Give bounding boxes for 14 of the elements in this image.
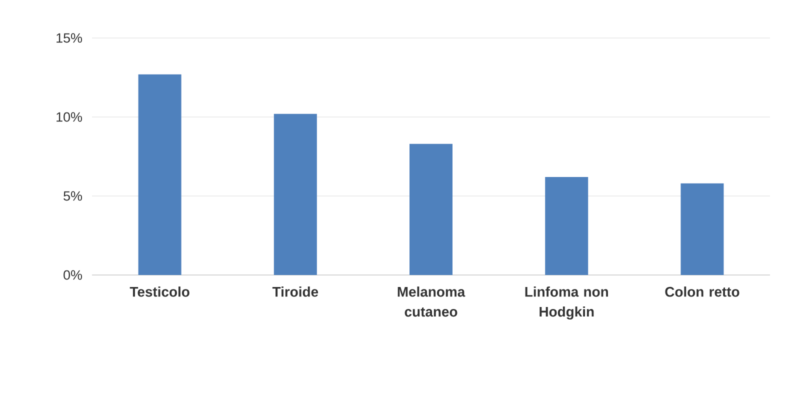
y-tick-label: 15% xyxy=(56,33,82,43)
x-tick-label: Linfoma non Hodgkin xyxy=(525,286,608,320)
x-tick-label: Tiroide xyxy=(272,286,318,297)
x-tick-label: Melanoma cutaneo xyxy=(398,286,466,317)
x-tick-label: Colon retto xyxy=(665,286,740,297)
y-tick-label: 5% xyxy=(64,191,82,201)
y-tick-label: 0% xyxy=(64,270,82,280)
bar xyxy=(274,114,317,275)
x-tick-label: Testicolo xyxy=(130,286,190,297)
bar xyxy=(545,177,588,275)
y-tick-label: 10% xyxy=(56,112,82,122)
bar xyxy=(410,144,453,275)
bar xyxy=(680,183,724,275)
bar xyxy=(138,74,182,275)
